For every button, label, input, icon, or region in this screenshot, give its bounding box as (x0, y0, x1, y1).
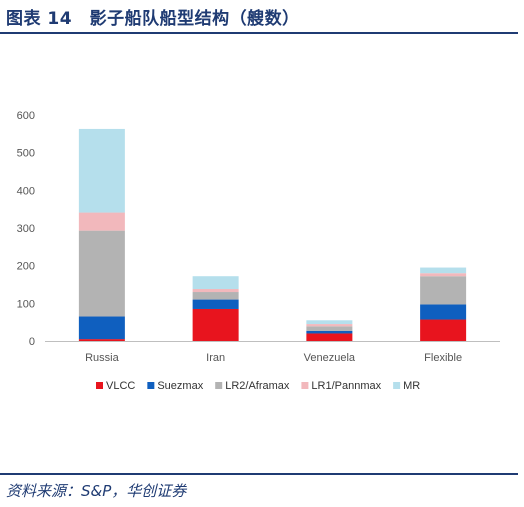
bar-suezmax-venezuela (306, 330, 353, 334)
x-tick-label: Iran (206, 352, 225, 364)
y-tick-label: 200 (17, 261, 35, 273)
y-axis: 0 100 200 300 400 500 600 (17, 110, 35, 348)
figure-title: 图表 14 影子船队船型结构（艘数） (6, 9, 300, 29)
bar-vlcc-flexible (420, 319, 467, 341)
x-tick-label: Venezuela (304, 352, 356, 364)
legend-label: LR2/Aframax (225, 380, 290, 392)
bars (78, 128, 467, 341)
bar-suezmax-russia (78, 316, 125, 340)
x-tick-label: Flexible (424, 352, 462, 364)
bar-vlcc-venezuela (306, 333, 353, 341)
title-rule (0, 32, 518, 34)
legend-label: Suezmax (157, 380, 203, 392)
legend-swatch (393, 382, 401, 389)
bar-lr2-aframax-flexible (420, 276, 467, 305)
y-tick-label: 500 (17, 148, 35, 160)
bar-vlcc-russia (78, 339, 125, 341)
bar-lr2-aframax-russia (78, 230, 125, 317)
y-tick-label: 600 (17, 110, 35, 122)
y-tick-label: 0 (29, 336, 35, 348)
legend-swatch (96, 382, 103, 389)
source-rule (0, 473, 518, 475)
legend-swatch (147, 382, 155, 389)
legend: VLCC Suezmax LR2/Aframax LR1/Pannmax MR (96, 380, 420, 392)
bar-lr1-pannmax-russia (78, 212, 125, 231)
x-axis: Russia Iran Venezuela Flexible (85, 352, 462, 364)
bar-mr-flexible (420, 267, 467, 274)
y-tick-label: 300 (17, 223, 35, 235)
y-tick-label: 400 (17, 185, 35, 197)
bar-mr-iran (192, 276, 239, 290)
legend-swatch (301, 382, 309, 389)
bar-lr1-pannmax-venezuela (306, 324, 353, 327)
bar-lr2-aframax-venezuela (306, 326, 353, 331)
legend-label: VLCC (106, 380, 135, 392)
bar-lr1-pannmax-flexible (420, 273, 467, 277)
bar-mr-russia (78, 128, 125, 213)
bar-vlcc-iran (192, 308, 239, 341)
y-tick-label: 100 (17, 298, 35, 310)
legend-label: LR1/Pannmax (311, 380, 381, 392)
legend-label: MR (403, 380, 420, 392)
bar-lr1-pannmax-iran (192, 289, 239, 293)
source-note: 资料来源：S&P，华创证券 (6, 482, 187, 500)
x-tick-label: Russia (85, 352, 120, 364)
bar-lr2-aframax-iran (192, 292, 239, 300)
chart: 0 100 200 300 400 500 600 Russia Iran Venezuela F… (17, 110, 500, 392)
bar-suezmax-iran (192, 299, 239, 309)
bar-suezmax-flexible (420, 304, 467, 320)
bar-mr-venezuela (306, 320, 353, 325)
legend-swatch (215, 382, 223, 389)
